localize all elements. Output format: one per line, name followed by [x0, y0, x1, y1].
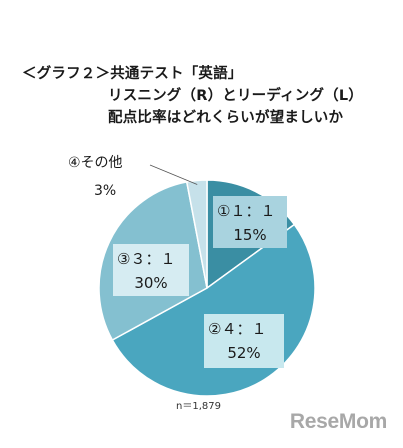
slice-label-4: ④その他: [68, 155, 123, 171]
slice-label-box-3: [113, 244, 189, 296]
title-line-1: ＜グラフ２＞共通テスト「英語」: [22, 66, 243, 82]
slice-label-box-2: [204, 314, 284, 368]
leader-line-4: [149, 164, 198, 185]
slice-label-2: ②４：１: [208, 320, 266, 338]
pie-slice-4: [185, 179, 208, 289]
slice-pct-1: 15%: [233, 226, 266, 244]
sample-size-note: n＝1,879: [176, 401, 221, 412]
brand-logo: ReseMom: [289, 410, 387, 433]
slice-pct-3: 30%: [134, 274, 167, 292]
title-line-2: リスニング（R）とリーディング（L）: [108, 88, 363, 104]
slice-pct-4: 3%: [94, 183, 116, 199]
slice-label-3: ③３：１: [117, 250, 175, 268]
slice-label-1: ①１：１: [217, 202, 275, 220]
slice-pct-2: 52%: [227, 344, 260, 362]
title-line-3: 配点比率はどれくらいが望ましいか: [108, 110, 344, 126]
slice-label-box-1: [213, 196, 287, 248]
